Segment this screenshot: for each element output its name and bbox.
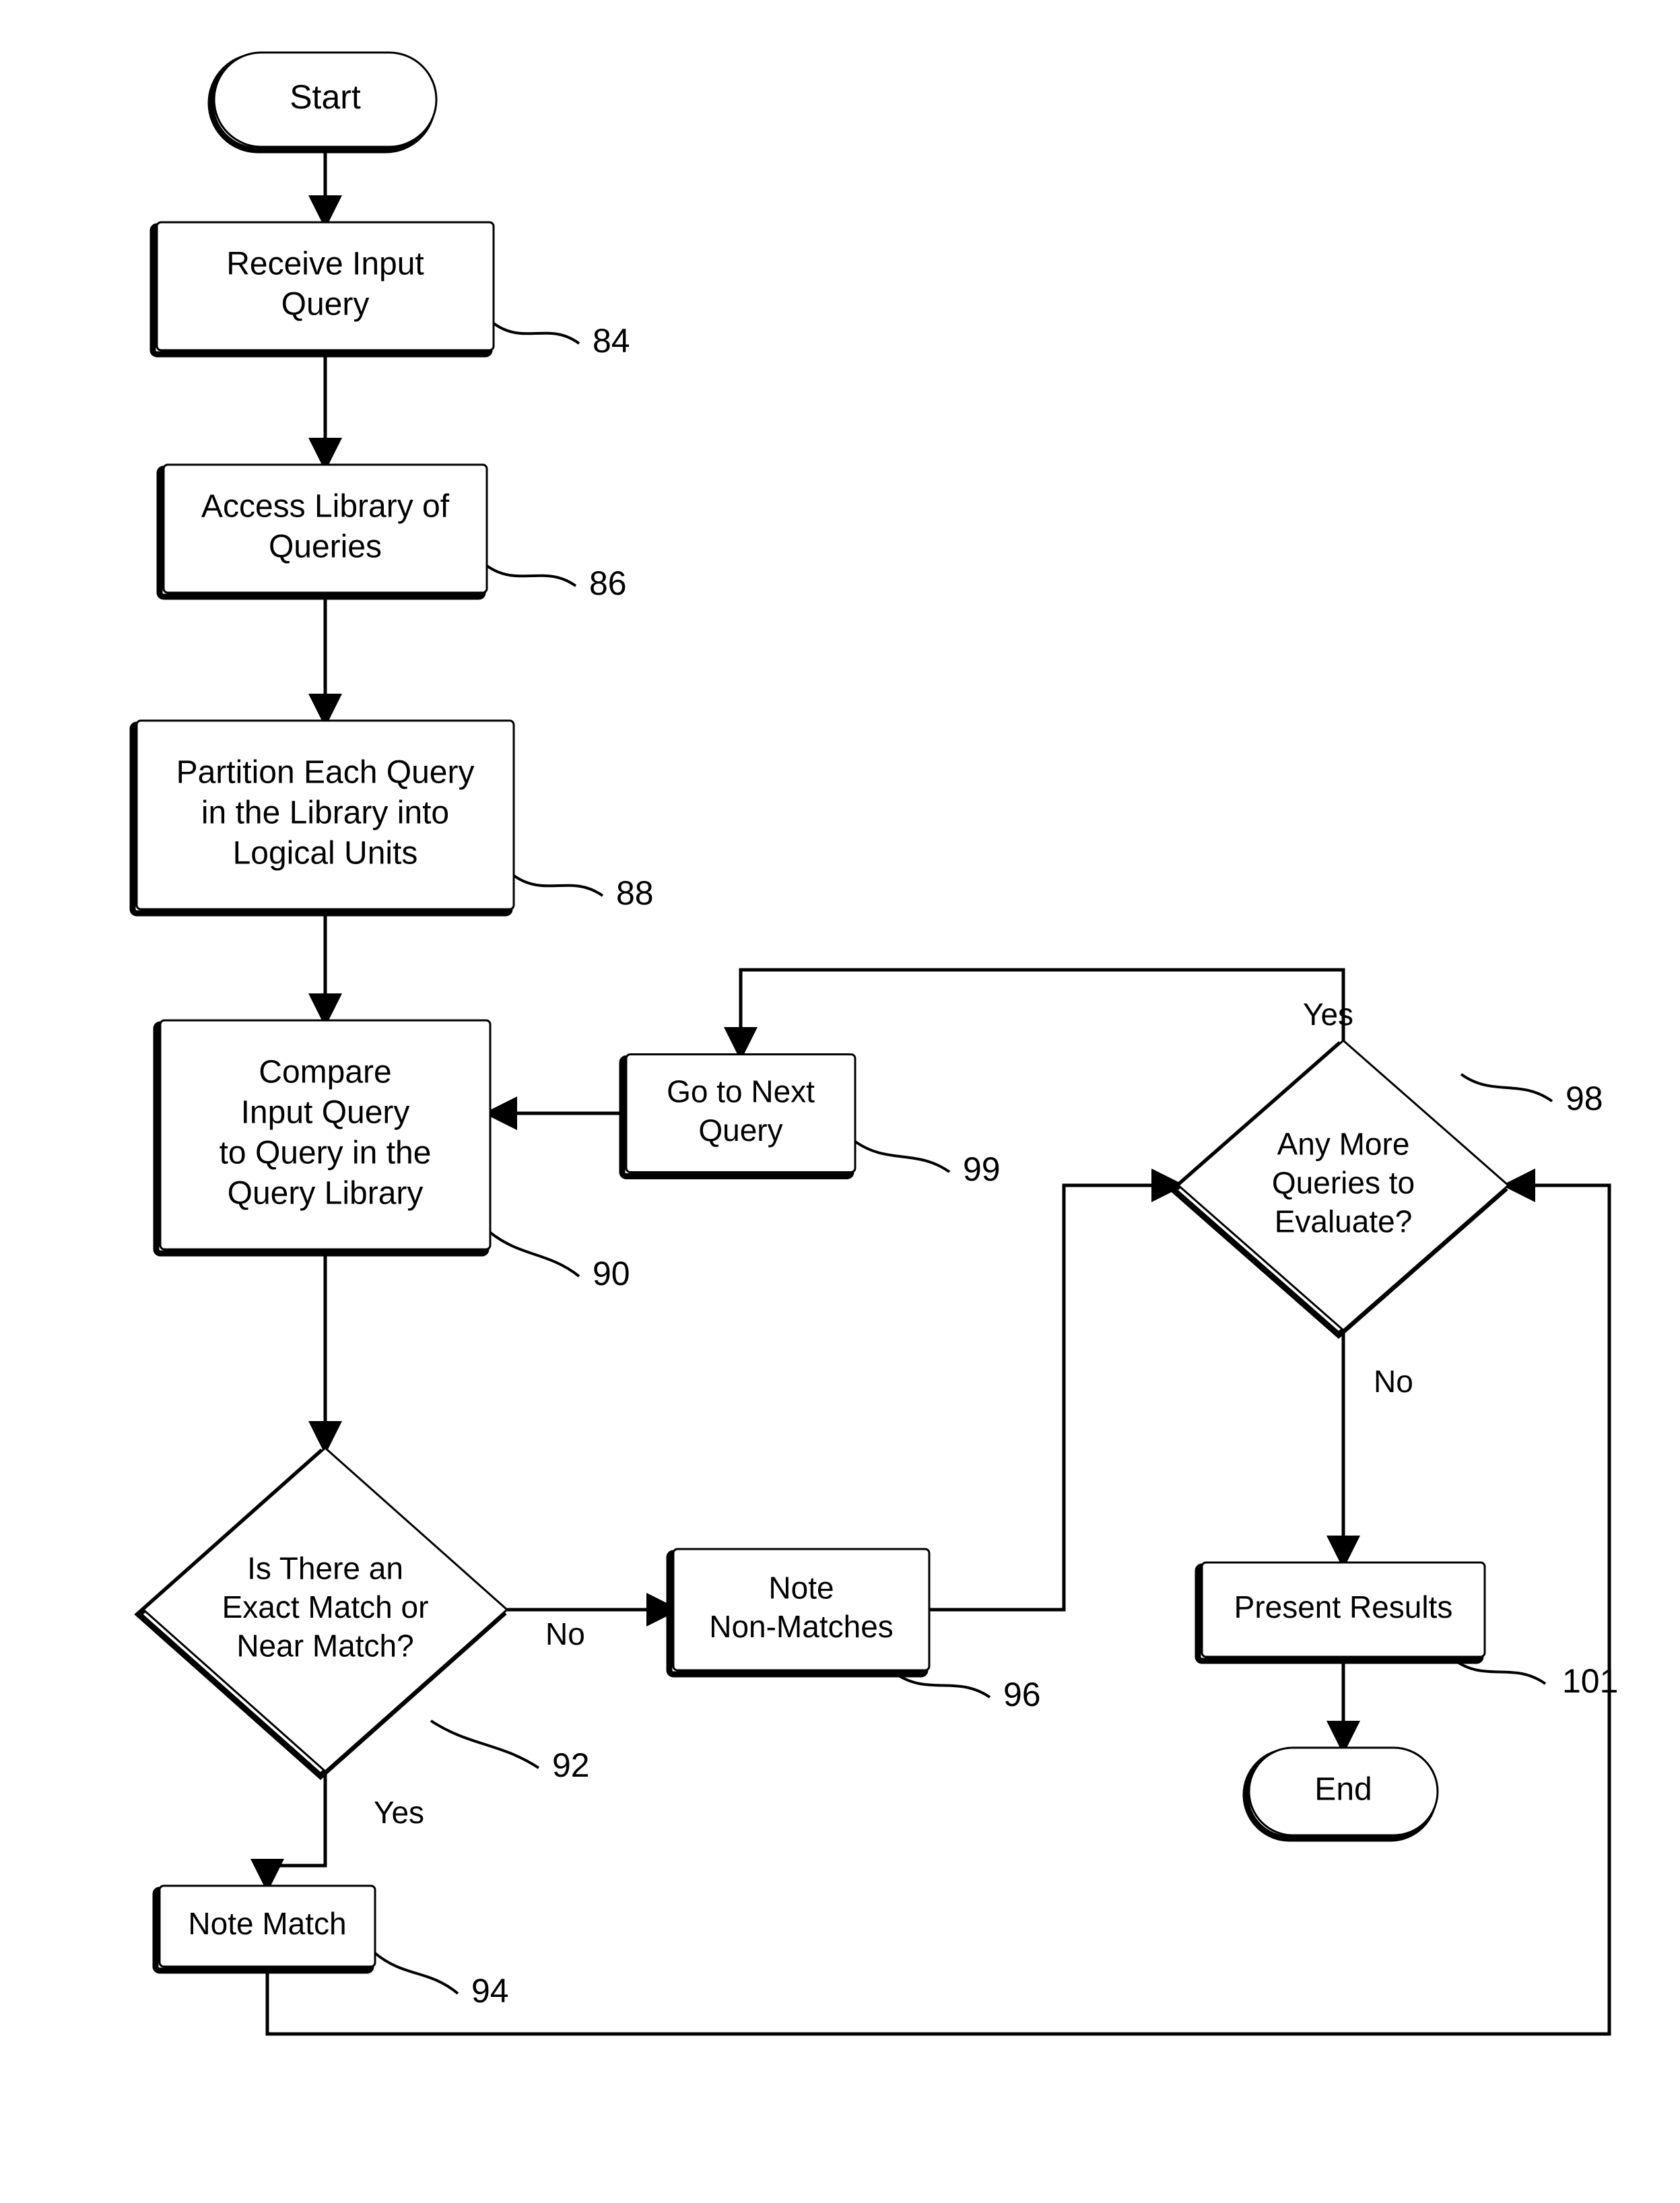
ref-leader-99 <box>855 1142 949 1172</box>
node-text: Queries to <box>1272 1165 1415 1200</box>
node-text: Query Library <box>228 1176 424 1212</box>
node-text: to Query in the <box>220 1136 432 1171</box>
node-text: Evaluate? <box>1275 1204 1413 1239</box>
edge-label: No <box>1374 1364 1413 1399</box>
edge-label: No <box>545 1616 585 1651</box>
node-text: Receive Input <box>226 246 424 282</box>
ref-label-84: 84 <box>593 322 630 360</box>
edge-n92-n94 <box>267 1771 325 1886</box>
node-text: Queries <box>269 529 382 565</box>
ref-leader-86 <box>487 566 576 586</box>
ref-leader-88 <box>514 876 603 896</box>
edge-n98-n99 <box>741 970 1343 1054</box>
node-text: Exact Match or <box>222 1589 429 1624</box>
node-text: Partition Each Query <box>176 755 475 791</box>
node-text: Any More <box>1277 1127 1410 1162</box>
ref-leader-98 <box>1461 1074 1552 1101</box>
node-text: Input Query <box>241 1095 410 1131</box>
node-text: Is There an <box>247 1551 403 1586</box>
edge-n96-n98 <box>929 1185 1178 1610</box>
node-text: Logical Units <box>233 836 418 872</box>
node-text: Start <box>290 78 361 116</box>
ref-leader-92 <box>431 1721 539 1768</box>
node-text: in the Library into <box>201 795 449 831</box>
node-text: Go to Next <box>667 1074 815 1109</box>
ref-label-101: 101 <box>1562 1662 1618 1700</box>
ref-leader-84 <box>494 323 579 343</box>
edge-label: Yes <box>374 1795 424 1830</box>
ref-label-86: 86 <box>589 564 627 602</box>
node-text: Present Results <box>1234 1589 1453 1624</box>
ref-label-88: 88 <box>616 874 654 912</box>
node-text: Access Library of <box>201 489 450 525</box>
ref-label-92: 92 <box>552 1746 590 1784</box>
flowchart-diagram: No Yes Yes No Start Receive Input Query Access… <box>0 0 1680 2203</box>
ref-label-98: 98 <box>1566 1080 1603 1117</box>
ref-leader-90 <box>490 1232 579 1276</box>
node-text: Compare <box>259 1055 391 1090</box>
node-text: Near Match? <box>236 1629 413 1664</box>
ref-label-99: 99 <box>963 1150 1001 1188</box>
node-text: Non-Matches <box>709 1609 894 1644</box>
node-text: Query <box>281 287 370 323</box>
node-text: Query <box>698 1113 782 1148</box>
node-text: Note <box>768 1570 834 1605</box>
ref-label-94: 94 <box>471 1972 509 2010</box>
ref-leader-94 <box>375 1953 458 1994</box>
ref-label-96: 96 <box>1003 1676 1041 1713</box>
node-text: Note Match <box>188 1906 346 1941</box>
edge-label: Yes <box>1303 997 1353 1032</box>
ref-label-90: 90 <box>593 1255 630 1292</box>
node-text: End <box>1314 1772 1372 1808</box>
